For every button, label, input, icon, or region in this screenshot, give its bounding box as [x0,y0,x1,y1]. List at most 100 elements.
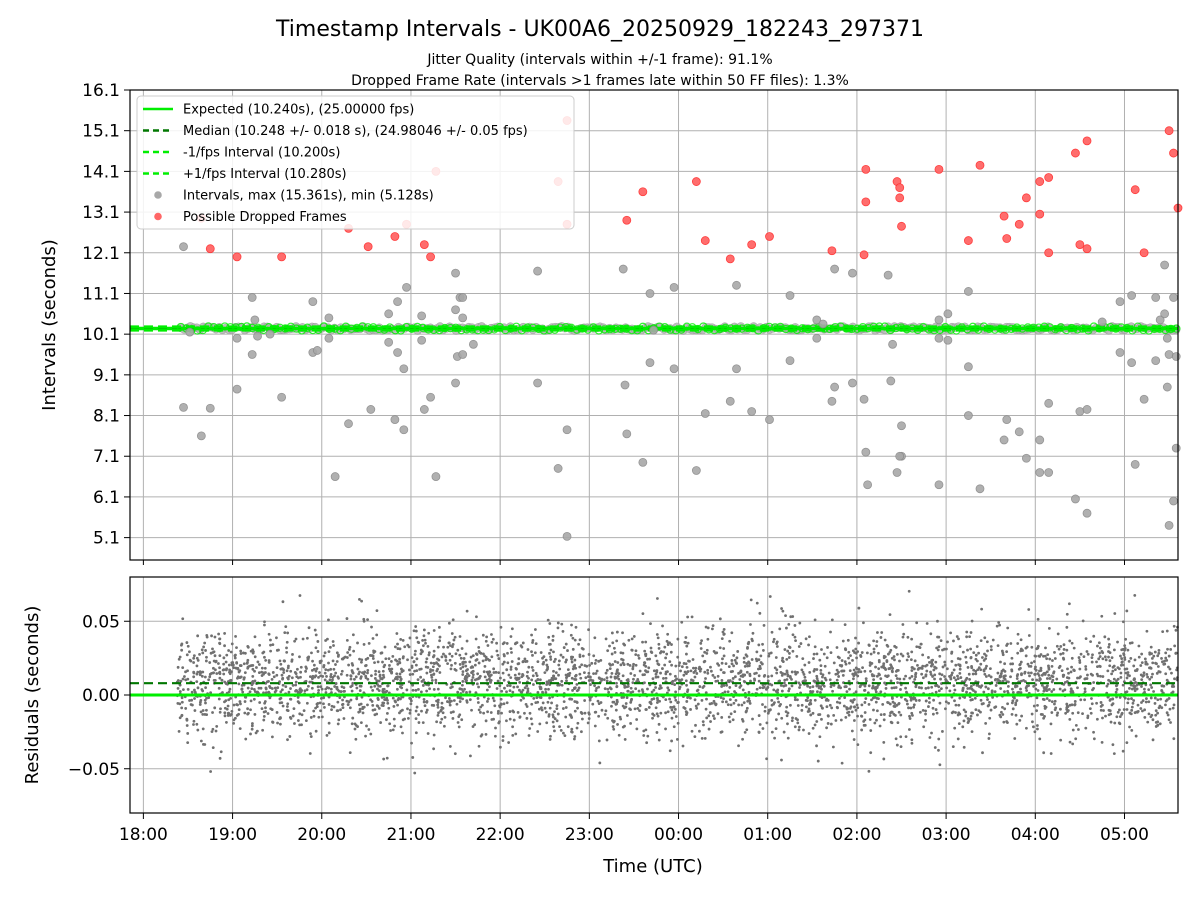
residual-point [761,642,764,646]
residual-point [1157,651,1161,655]
residual-point [503,686,506,690]
residual-point [218,642,222,646]
residual-point [346,703,350,706]
residual-point [1143,715,1147,719]
residual-point [351,716,355,720]
residual-point [209,651,213,655]
interval-outlier-point [785,356,795,366]
interval-point-highlight [1034,323,1044,332]
residual-point [594,672,598,675]
residual-point [1165,658,1169,662]
interval-point-highlight [721,323,730,333]
residual-point [912,703,916,707]
top-y-tick-label: 9.1 [93,366,120,386]
residual-point [898,677,902,681]
residual-point [502,654,506,658]
residual-point [891,697,894,700]
residual-point [242,676,246,680]
residual-point [551,720,555,724]
residual-point [651,677,655,681]
residual-point [1001,668,1005,672]
residual-point [758,686,762,690]
residual-point [697,667,701,671]
residual-point [456,690,460,694]
residual-point [353,722,357,726]
residual-point [410,741,413,745]
residual-point [1110,703,1114,707]
residual-point [184,707,188,710]
residual-point [1096,644,1099,648]
residual-point [571,689,574,692]
residual-point [1006,702,1009,706]
residual-point [417,721,421,724]
residual-point [862,621,865,625]
residual-point [486,710,489,714]
residual-point [910,738,914,742]
residual-point [178,655,182,659]
residual-point [731,718,735,722]
residual-point [266,712,270,715]
residual-point [506,661,510,665]
residual-point [1132,699,1136,702]
residual-point [406,707,409,711]
residual-point [468,690,472,694]
residual-point [377,706,381,710]
residual-point [727,679,730,683]
interval-point-highlight [435,325,444,335]
residual-point [530,633,533,637]
residual-point [1140,685,1143,688]
residual-point [1055,677,1059,681]
residual-point [670,643,673,646]
residual-point [549,648,553,652]
interval-outlier-point [934,315,944,325]
residual-point [530,650,533,654]
residual-point [484,719,488,723]
residual-point [815,744,818,748]
residual-point [941,665,945,669]
residual-point [350,662,354,665]
residual-point [924,718,927,722]
residual-point [934,690,938,694]
residual-point [672,705,676,709]
residual-point [632,662,635,666]
residual-point [734,661,738,665]
interval-point-highlight [946,325,956,335]
residual-point [518,715,522,719]
residual-point [796,721,800,725]
residual-point [465,675,468,678]
residual-point [1014,703,1018,707]
residual-point [516,711,520,714]
interval-point-highlight [539,326,549,335]
residual-point [705,651,709,655]
residual-point [985,640,989,644]
interval-outlier-point [1127,291,1137,300]
interval-outlier-point [964,287,973,296]
residual-point [1043,654,1047,658]
residual-point [553,717,557,721]
residual-point [360,658,364,662]
residual-point [558,667,562,671]
residual-point [465,699,469,703]
residual-point [839,718,843,722]
residual-point [672,725,676,729]
residual-point [741,688,745,692]
residual-point [1010,701,1014,705]
residual-point [275,711,279,714]
residual-point [762,623,766,627]
residual-point [1112,648,1116,652]
residual-point [852,738,856,741]
residual-point [1168,707,1172,711]
residual-point [776,697,780,700]
residual-point [193,709,197,712]
residual-point [890,721,894,725]
residual-point [299,670,303,674]
residual-point [746,664,750,668]
interval-outlier-point [1164,521,1174,530]
interval-point-highlight [930,326,939,335]
residual-point [870,673,874,676]
residual-point [396,703,399,707]
residual-point [332,705,336,709]
interval-outlier-point [451,268,460,278]
residual-point [501,735,505,738]
residual-point [1050,700,1054,704]
